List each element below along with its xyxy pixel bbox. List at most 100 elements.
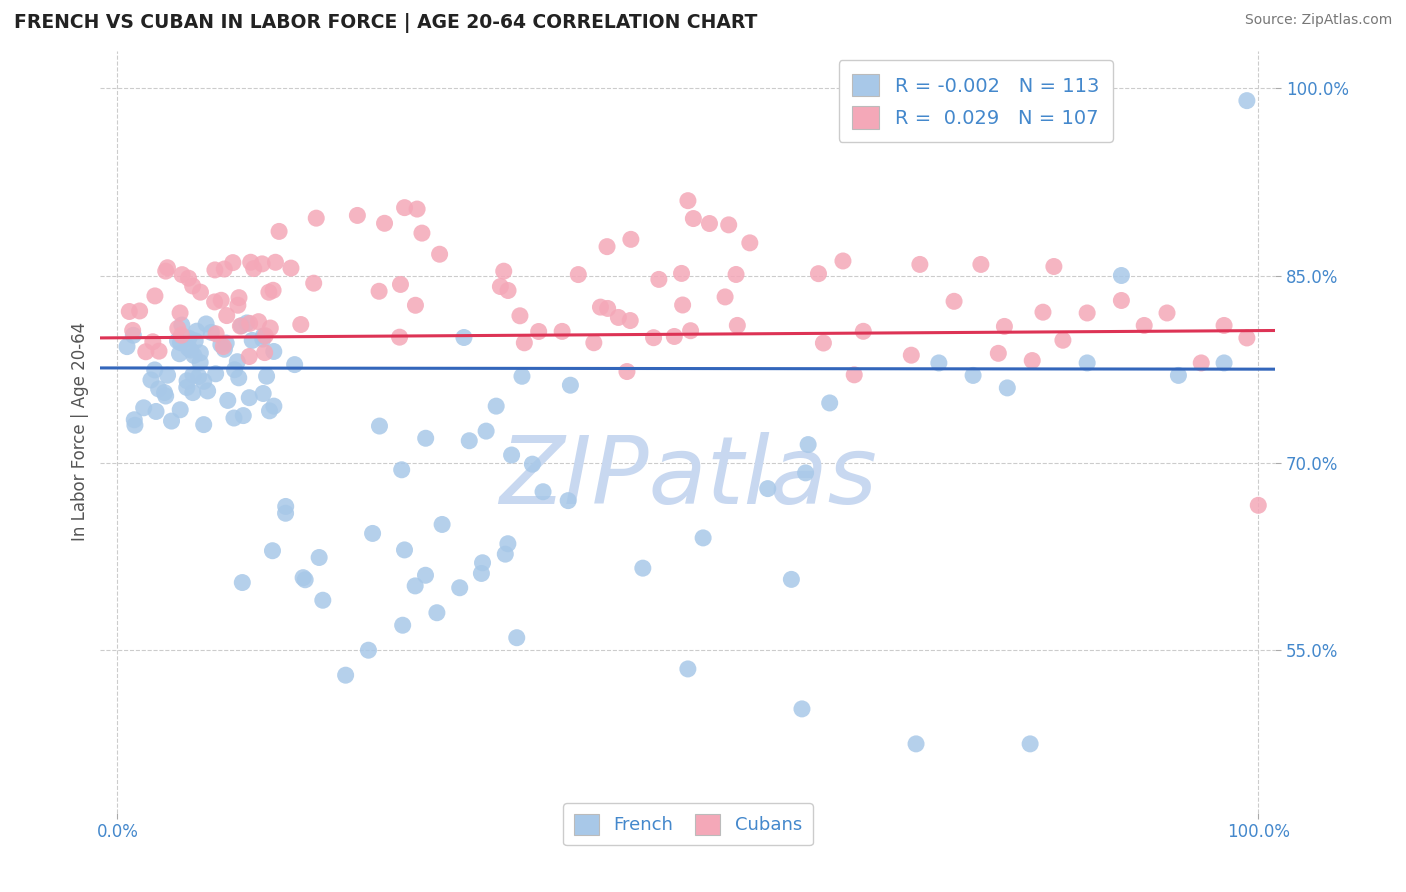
Point [166,321,188,335]
Point [357,643,380,657]
Point [1032,305,1054,319]
Point [664,329,686,343]
Point [1076,306,1098,320]
Point [169,347,191,361]
Point [308,550,330,565]
Point [236,316,259,330]
Point [181,385,204,400]
Point [128,304,150,318]
Point [1052,333,1074,347]
Point [118,304,141,318]
Point [738,235,761,250]
Point [294,573,316,587]
Point [406,202,429,216]
Point [794,466,817,480]
Point [177,341,200,355]
Point [238,391,260,405]
Point [415,568,437,582]
Point [263,399,285,413]
Point [274,506,297,520]
Point [226,354,249,368]
Point [429,247,451,261]
Point [242,261,264,276]
Point [458,434,481,448]
Point [725,268,748,282]
Point [292,571,315,585]
Point [263,344,285,359]
Point [790,702,813,716]
Point [962,368,984,383]
Point [1189,356,1212,370]
Point [900,348,922,362]
Point [214,262,236,277]
Point [404,298,426,312]
Point [394,201,416,215]
Point [908,257,931,271]
Point [215,309,238,323]
Point [780,573,803,587]
Point [426,606,449,620]
Point [155,389,177,403]
Point [943,294,966,309]
Point [813,336,835,351]
Point [485,399,508,413]
Point [254,328,277,343]
Point [232,409,254,423]
Point [186,324,208,338]
Point [139,373,162,387]
Point [156,260,179,275]
Point [411,226,433,240]
Point [267,224,290,238]
Point [226,298,249,312]
Text: ZIPatlas: ZIPatlas [499,432,877,523]
Point [156,368,179,383]
Point [205,326,228,341]
Point [679,324,702,338]
Point [692,531,714,545]
Point [797,437,820,451]
Point [905,737,928,751]
Point [335,668,357,682]
Point [262,543,284,558]
Point [470,566,492,581]
Point [489,279,512,293]
Point [509,309,531,323]
Point [844,368,866,382]
Point [250,257,273,271]
Point [699,217,721,231]
Point [181,279,204,293]
Point [148,382,170,396]
Point [620,232,643,246]
Point [589,300,612,314]
Point [145,404,167,418]
Point [262,283,284,297]
Point [616,365,638,379]
Point [582,335,605,350]
Point [415,431,437,445]
Point [368,419,391,434]
Point [928,356,950,370]
Point [596,240,619,254]
Point [176,380,198,394]
Point [132,401,155,415]
Point [259,404,281,418]
Point [531,484,554,499]
Point [252,329,274,343]
Point [176,374,198,388]
Point [567,268,589,282]
Point [253,345,276,359]
Point [312,593,335,607]
Point [177,331,200,345]
Point [475,424,498,438]
Point [204,367,226,381]
Point [404,579,426,593]
Point [391,618,413,632]
Point [1213,318,1236,333]
Point [135,344,157,359]
Point [527,325,550,339]
Point [257,285,280,300]
Point [166,334,188,348]
Point [510,369,533,384]
Point [280,261,302,276]
Point [832,254,855,268]
